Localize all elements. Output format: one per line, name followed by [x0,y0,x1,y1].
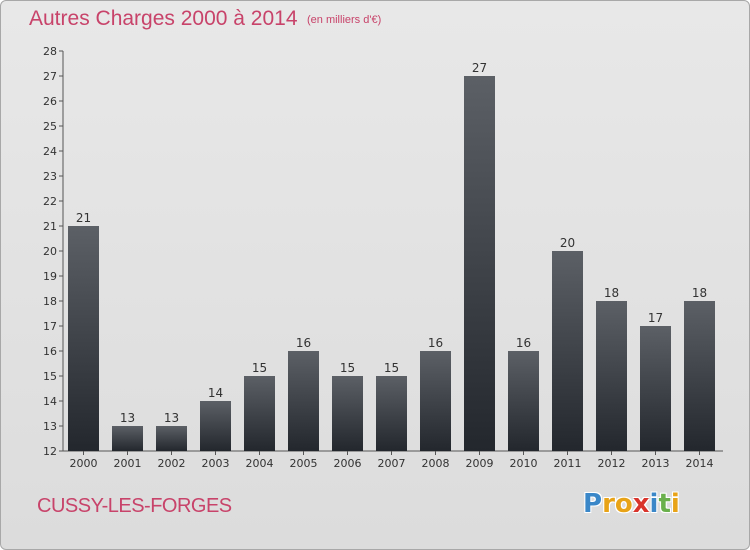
y-tick-label: 23 [43,170,57,183]
y-tick-label: 26 [43,95,57,108]
x-tick-label-2012: 2012 [598,457,626,470]
data-label-2006: 15 [340,361,355,375]
data-label-2011: 20 [560,236,575,250]
bar-2006 [332,376,363,451]
data-label-2001: 13 [120,411,135,425]
bar-2004 [244,376,275,451]
x-tick-label-2001: 2001 [114,457,142,470]
bar-2003 [200,401,231,451]
x-tick-label-2013: 2013 [642,457,670,470]
y-tick-label: 28 [43,45,57,58]
data-label-2009: 27 [472,61,487,75]
bar-2002 [156,426,187,451]
y-tick-label: 19 [43,270,57,283]
y-axis: 12 13 14 15 16 17 18 19 20 21 22 23 24 25 26 27 28 [43,45,64,458]
y-tick-label: 27 [43,70,57,83]
bars: 21 13 13 14 15 16 15 15 16 27 16 20 18 17 18 [68,61,715,451]
data-label-2000: 21 [76,211,91,225]
y-tick-label: 18 [43,295,57,308]
bar-2011 [552,251,583,451]
y-tick-label: 12 [43,445,57,458]
y-tick-label: 16 [43,345,57,358]
x-tick-label-2010: 2010 [510,457,538,470]
y-tick-label: 22 [43,195,57,208]
logo-letter: o [614,489,633,519]
bar-2012 [596,301,627,451]
logo-letter: P [583,489,603,519]
proxiti-logo: Proxiti [583,489,680,519]
x-tick-label-2005: 2005 [290,457,318,470]
chart-subtitle: (en milliers d'€) [307,14,382,26]
data-label-2008: 16 [428,336,443,350]
data-label-2004: 15 [252,361,267,375]
data-label-2007: 15 [384,361,399,375]
logo-letter: t [658,489,671,519]
x-tick-label-2007: 2007 [378,457,406,470]
bar-2009 [464,76,495,451]
y-tick-label: 13 [43,420,57,433]
bar-2014 [684,301,715,451]
data-label-2005: 16 [296,336,311,350]
data-label-2012: 18 [604,286,619,300]
x-axis: 2000 2001 2002 2003 2004 2005 2006 2007 2008 2009… [63,450,723,470]
x-tick-label-2014: 2014 [686,457,714,470]
bar-2007 [376,376,407,451]
y-tick-label: 14 [43,395,57,408]
bar-2001 [112,426,143,451]
y-tick-label: 24 [43,145,57,158]
x-tick-label-2002: 2002 [158,457,186,470]
data-label-2003: 14 [208,386,223,400]
x-tick-label-2009: 2009 [466,457,494,470]
x-tick-label-2006: 2006 [334,457,362,470]
y-tick-label: 17 [43,320,57,333]
data-label-2014: 18 [692,286,707,300]
x-tick-label-2004: 2004 [246,457,274,470]
x-tick-label-2003: 2003 [202,457,230,470]
y-tick-label: 21 [43,220,57,233]
logo-letter: i [670,489,680,519]
city-name: CUSSY-LES-FORGES [37,495,232,517]
data-label-2010: 16 [516,336,531,350]
bar-2010 [508,351,539,451]
x-tick-label-2008: 2008 [422,457,450,470]
logo-letter: x [632,489,650,519]
chart-title: Autres Charges 2000 à 2014 [29,7,298,30]
logo-letter: r [602,489,615,519]
y-tick-label: 20 [43,245,57,258]
x-tick-label-2000: 2000 [70,457,98,470]
bar-2005 [288,351,319,451]
bar-2013 [640,326,671,451]
data-label-2002: 13 [164,411,179,425]
y-tick-label: 15 [43,370,57,383]
bar-2008 [420,351,451,451]
logo-letter: i [649,489,659,519]
x-tick-label-2011: 2011 [554,457,582,470]
bar-2000 [68,226,99,451]
data-label-2013: 17 [648,311,663,325]
y-tick-label: 25 [43,120,57,133]
